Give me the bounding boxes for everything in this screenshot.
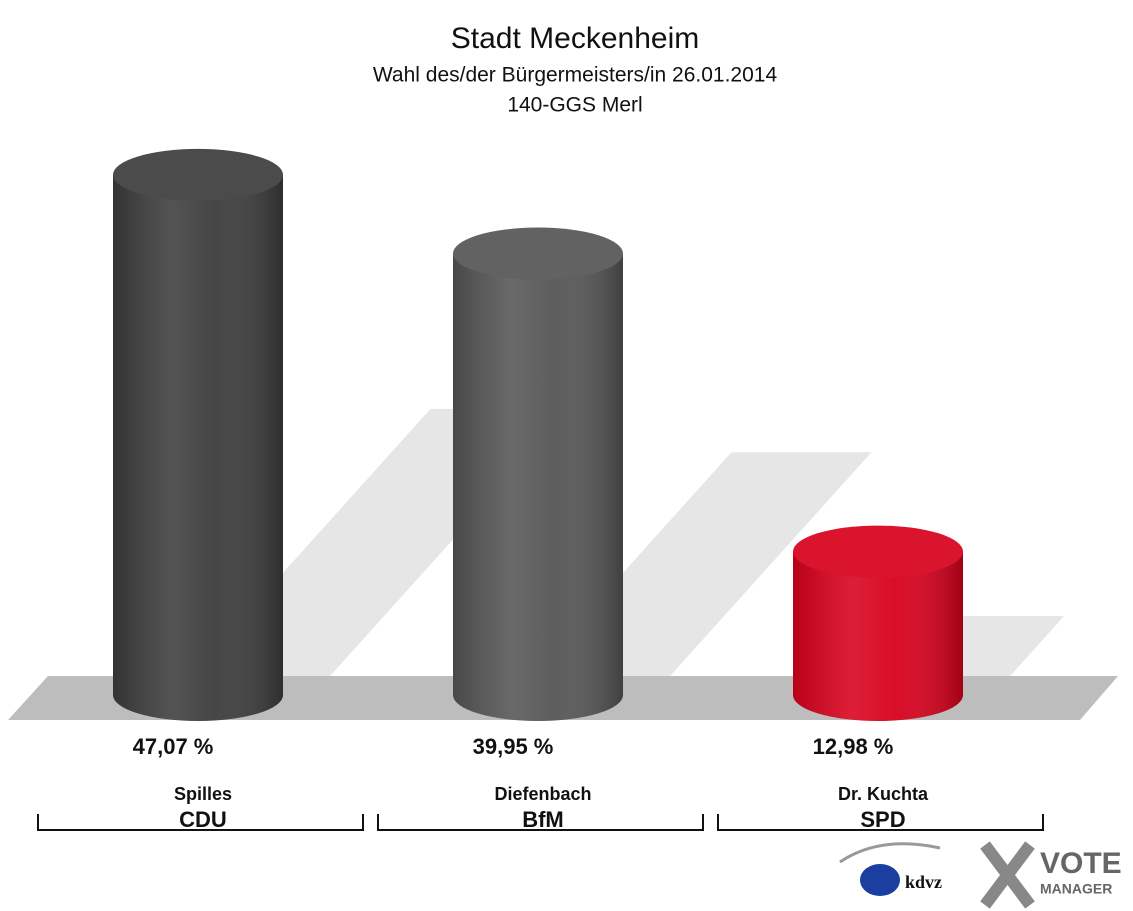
logo-cross bbox=[980, 841, 1035, 909]
bar-shine bbox=[793, 551, 963, 721]
bar-shine bbox=[453, 253, 623, 722]
logo-text: kdvz bbox=[905, 872, 942, 892]
candidate-label: Dr. Kuchta bbox=[838, 784, 929, 804]
logo-swoosh bbox=[839, 842, 941, 864]
group-bracket bbox=[377, 814, 704, 831]
bar-top-shade bbox=[793, 525, 963, 578]
chart-subtitle: 140-GGS Merl bbox=[507, 94, 642, 117]
value-label: 39,95 % bbox=[473, 734, 554, 759]
logo-text: MANAGER bbox=[1040, 881, 1112, 897]
candidate-label: Spilles bbox=[174, 784, 232, 804]
value-label: 12,98 % bbox=[813, 734, 894, 759]
bars bbox=[113, 148, 963, 722]
logo: kdvz VOTE MANAGER bbox=[839, 841, 1122, 909]
bar-top-shade bbox=[113, 148, 283, 201]
chart-title: Stadt Meckenheim bbox=[451, 22, 699, 55]
party-label: BfM bbox=[522, 807, 564, 832]
bar-top bbox=[453, 227, 623, 280]
party-label: CDU bbox=[179, 807, 227, 832]
logo-text: VOTE bbox=[1040, 847, 1122, 880]
candidate-label: Diefenbach bbox=[494, 784, 591, 804]
chart-subtitle: Wahl des/der Bürgermeisters/in 26.01.201… bbox=[373, 64, 778, 87]
party-label: SPD bbox=[860, 807, 905, 832]
bar-shine bbox=[113, 174, 283, 722]
bar-top bbox=[113, 148, 283, 201]
group-bracket bbox=[717, 814, 1044, 831]
group-bracket bbox=[37, 814, 364, 831]
bar-top bbox=[793, 525, 963, 578]
bar-top-shade bbox=[453, 227, 623, 280]
logo-ball bbox=[860, 864, 900, 896]
value-label: 47,07 % bbox=[133, 734, 214, 759]
